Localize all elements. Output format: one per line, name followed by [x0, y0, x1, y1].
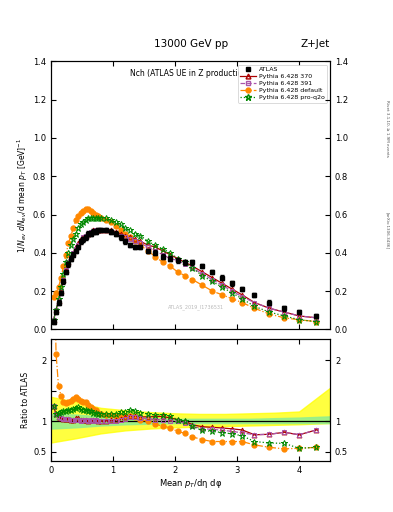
X-axis label: Mean $p_T$/dη dφ: Mean $p_T$/dη dφ [159, 477, 222, 490]
Text: ATLAS_2019_I1736531: ATLAS_2019_I1736531 [168, 304, 224, 310]
Y-axis label: Ratio to ATLAS: Ratio to ATLAS [21, 372, 30, 428]
Y-axis label: $1/N_{ev}$ $dN_{ev}$/d mean $p_T$ [GeV]$^{-1}$: $1/N_{ev}$ $dN_{ev}$/d mean $p_T$ [GeV]$… [16, 138, 30, 253]
Text: Nch (ATLAS UE in Z production): Nch (ATLAS UE in Z production) [130, 70, 251, 78]
Text: [arXiv:1306.3436]: [arXiv:1306.3436] [385, 212, 389, 249]
Text: Z+Jet: Z+Jet [301, 38, 330, 49]
Text: 13000 GeV pp: 13000 GeV pp [154, 38, 228, 49]
Text: Rivet 3.1.10, ≥ 1.9M events: Rivet 3.1.10, ≥ 1.9M events [385, 99, 389, 157]
Legend: ATLAS, Pythia 6.428 370, Pythia 6.428 391, Pythia 6.428 default, Pythia 6.428 pr: ATLAS, Pythia 6.428 370, Pythia 6.428 39… [238, 65, 327, 103]
